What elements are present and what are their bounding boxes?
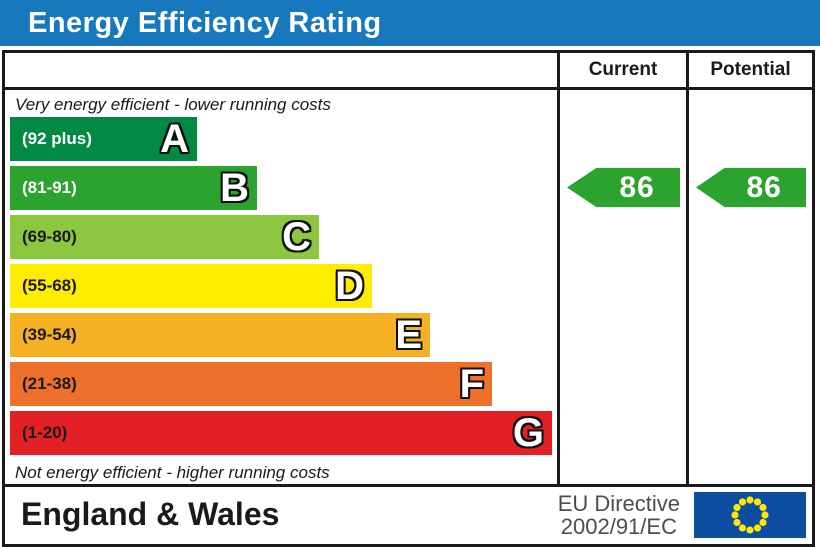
column-header-potential: Potential xyxy=(710,59,791,80)
band-g: (1-20) G xyxy=(10,411,552,455)
band-letter: D xyxy=(335,264,364,308)
band-range-label: (81-91) xyxy=(22,178,77,197)
bands-container: (92 plus) A (81-91) B (69-80) C (55-68) D (39-54… xyxy=(5,117,557,455)
header-cell-potential: Potential xyxy=(686,53,812,87)
band-a: (92 plus) A xyxy=(10,117,197,161)
chart-title-bar: Energy Efficiency Rating xyxy=(0,0,820,46)
energy-rating-table: Current Potential Very energy efficient … xyxy=(2,50,815,547)
band-letter: B xyxy=(220,166,249,210)
bottom-note: Not energy efficient - higher running co… xyxy=(15,463,330,482)
table-footer-row: England & Wales EU Directive 2002/91/EC xyxy=(5,484,812,541)
top-note: Very energy efficient - lower running co… xyxy=(15,95,331,114)
band-range-label: (39-54) xyxy=(22,325,77,344)
eu-directive-line1: EU Directive xyxy=(557,491,680,516)
band-letter: C xyxy=(282,215,311,259)
column-header-current: Current xyxy=(588,59,658,80)
band-b: (81-91) B xyxy=(10,166,257,210)
current-rating-cell: 86 xyxy=(557,90,686,484)
band-range-label: (21-38) xyxy=(22,374,77,393)
eu-directive-line2: 2002/91/EC xyxy=(560,514,677,540)
bands-cell: Very energy efficient - lower running co… xyxy=(5,90,557,484)
table-body-row: Very energy efficient - lower running co… xyxy=(5,90,812,484)
potential-rating-arrow: 86 xyxy=(696,167,806,208)
band-range-label: (55-68) xyxy=(22,276,77,295)
band-range-label: (92 plus) xyxy=(22,129,92,148)
eu-directive-label: EU Directive 2002/91/EC xyxy=(558,492,680,538)
band-letter: F xyxy=(459,362,484,406)
potential-rating-cell: 86 xyxy=(686,90,812,484)
header-cell-empty xyxy=(5,53,557,87)
eu-flag-icon xyxy=(694,492,806,538)
band-letter: E xyxy=(395,313,422,357)
band-letter: A xyxy=(160,117,189,161)
header-cell-current: Current xyxy=(557,53,686,87)
region-label: England & Wales xyxy=(21,495,280,532)
band-range-label: (1-20) xyxy=(22,423,68,442)
current-rating-value: 86 xyxy=(619,170,655,204)
band-range-label: (69-80) xyxy=(22,227,77,246)
chart-title: Energy Efficiency Rating xyxy=(28,6,382,39)
band-e: (39-54) E xyxy=(10,313,430,357)
potential-rating-value: 86 xyxy=(746,170,782,204)
band-f: (21-38) F xyxy=(10,362,492,406)
current-rating-arrow: 86 xyxy=(567,167,680,208)
band-letter: G xyxy=(512,411,544,455)
table-header-row: Current Potential xyxy=(5,53,812,90)
band-d: (55-68) D xyxy=(10,264,372,308)
band-c: (69-80) C xyxy=(10,215,319,259)
